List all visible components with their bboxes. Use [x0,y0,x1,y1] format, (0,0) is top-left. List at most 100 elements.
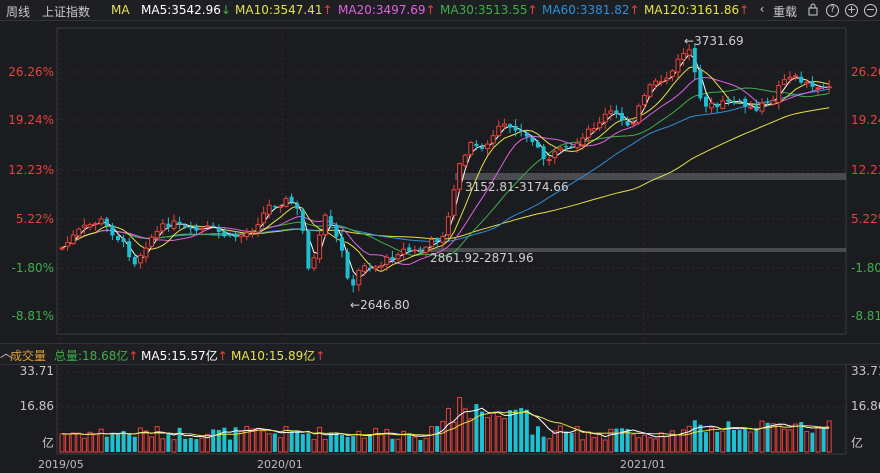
candle-body [205,225,211,228]
volume-bar [149,436,155,453]
volume-bar [451,421,457,453]
candle-body [412,249,418,252]
candle-body [70,234,76,245]
date-label: 2020/01 [257,458,303,471]
candle-body [345,251,350,279]
candle-body [384,256,390,265]
candle-body [474,143,479,147]
volume-bar [306,433,311,452]
candle-body [194,226,199,231]
candle-body [228,234,232,236]
candle-body [334,224,339,237]
chevron-left-icon[interactable]: ‹ [759,2,765,16]
volume-bar [669,430,675,453]
volume-title[interactable]: 成交量 [10,349,47,363]
candle-body [585,128,591,138]
volume-bar [462,408,468,453]
volume-bar [378,434,384,453]
candle-body [781,79,787,85]
axis-label-left: 12.23% [8,163,54,177]
volume-bar [485,417,491,453]
chevron-up-icon[interactable]: ︿ [0,346,13,360]
candle-body [519,130,524,132]
gap-band-upper [455,173,846,180]
index-name[interactable]: 上证指数 [42,5,91,19]
volume-bar [435,426,440,452]
period-selector[interactable]: 周线 [6,5,31,19]
volume-bar [754,428,759,452]
volume-bar [720,430,726,453]
candle-body [368,267,372,269]
volume-bar [480,411,484,452]
candle-body [87,224,93,228]
volume-bar [815,427,821,453]
candle-body [614,110,619,114]
candle-body [183,225,188,228]
volume-bar [799,422,804,452]
volume-bar [546,438,552,453]
volume-bar [692,420,697,452]
candle-body [300,209,305,231]
candle-body [295,203,300,209]
volume-bar [154,426,160,453]
volume-bar [821,427,826,452]
question-icon[interactable]: ? [826,4,839,17]
overlay-button[interactable]: 重载 [773,5,798,19]
candle-body [244,232,250,237]
gap-band-lower [418,248,846,252]
volume-bar [249,428,255,453]
candle-body [720,100,726,109]
volume-bar [340,434,344,452]
indicator-selector[interactable]: MA [111,3,130,17]
candle-body [591,128,597,132]
axis-label-right: -1.80% [851,261,880,275]
candle-body [306,231,311,269]
candle-body [238,234,244,238]
volume-bar [675,434,681,453]
candle-body [328,216,333,226]
volume-bar [664,436,670,453]
volume-bar [810,432,815,452]
candle-body [277,205,283,208]
candle-body [171,220,177,229]
candle-body [770,100,776,105]
minus-circle-icon[interactable]: − [864,3,877,17]
volume-bar [468,418,474,453]
volume-bar [356,430,362,453]
volume-bar [536,426,540,452]
candlesticks [59,43,832,293]
candle-body [233,234,238,238]
volume-bar [401,430,407,453]
volume-bar [681,429,687,453]
down-arrow-icon: ↓ [220,3,231,17]
volume-bars [59,397,832,453]
volume-ma5-line [61,407,830,439]
candle-body [641,95,647,106]
candle-body [513,125,518,131]
candle-body [686,49,692,56]
volume-bar [737,430,742,452]
lock-icon[interactable] [806,2,820,16]
candle-body [132,256,137,265]
volume-bar [418,439,423,452]
candle-body [625,121,630,126]
volume-bar [171,439,177,453]
candle-body [211,225,216,227]
gap-upper-label: 3152.81-3174.66 [465,180,569,194]
candle-body [524,132,529,137]
volume-bar [65,433,71,453]
up-arrow-icon: ↑ [322,3,333,17]
volume-bar [177,427,182,452]
volume-bar [127,433,132,452]
volume-bar [474,404,479,452]
candle-body [754,105,759,111]
volume-bar [625,428,630,452]
axis-label-right: -8.81% [851,309,880,323]
plus-circle-icon[interactable]: + [845,3,858,17]
candle-body [810,81,815,87]
ma120-readout: MA120:3161.86↑ [644,3,750,17]
volume-bar [641,434,647,453]
candle-body [317,234,323,260]
candle-body [490,135,496,144]
